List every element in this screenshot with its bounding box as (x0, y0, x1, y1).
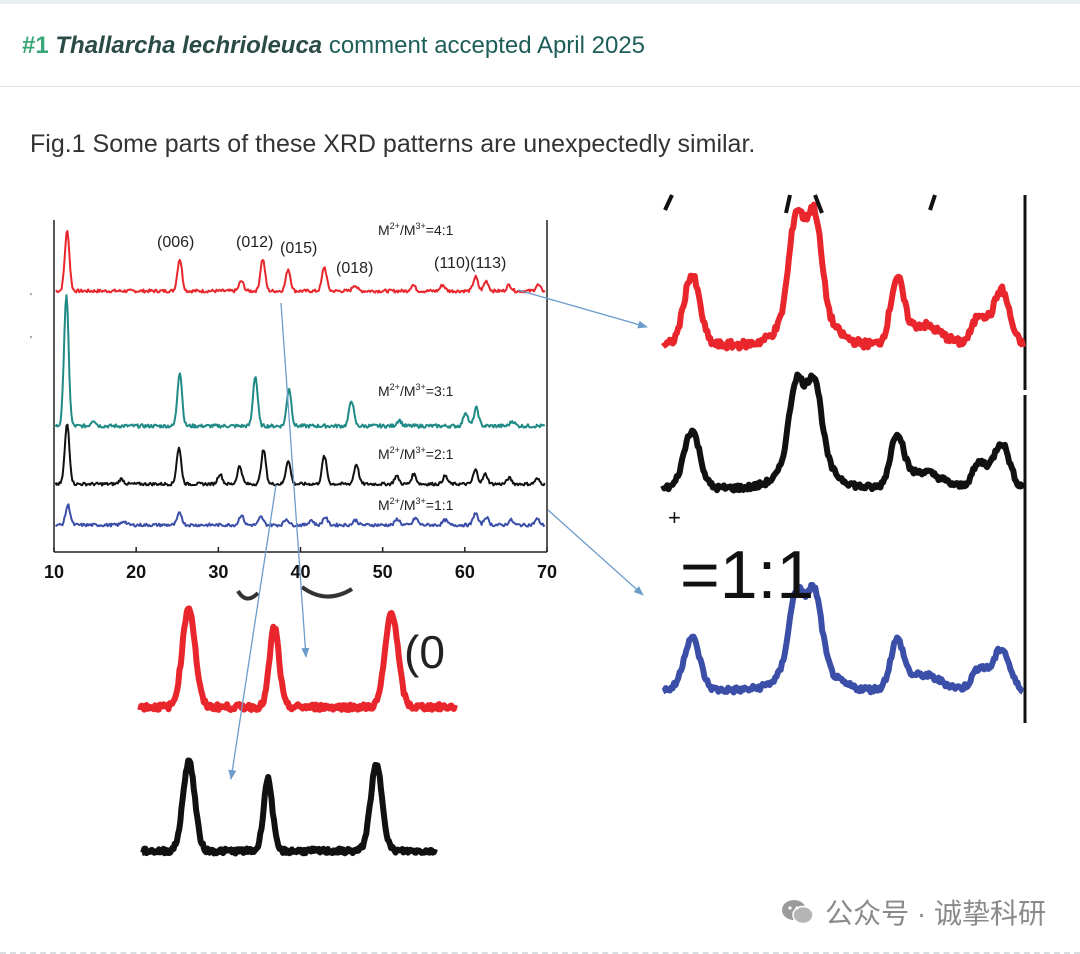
x-tick-label-50: 50 (373, 562, 393, 582)
zoom-right-trace-blue (661, 582, 1025, 696)
wechat-icon (782, 900, 814, 925)
bottom-rule (0, 952, 1080, 954)
figure-1: 10203040506070 (006) (012) (015) (018) (… (0, 185, 1080, 945)
comment-header: #1 Thallarcha lechrioleuca comment accep… (0, 4, 1080, 87)
left-edge-mark-1: ' (30, 292, 32, 303)
series-label-4-1: M2+/M3+=4:1 (378, 221, 454, 238)
zoom-right-trace-red (661, 201, 1026, 352)
zoom-bottom-trace-red (136, 605, 458, 713)
zoom-right-top-mark-2 (813, 194, 824, 214)
trace-2-3-4-1 (55, 230, 546, 294)
zoom-panel-right: ' ' + =1:1 (30, 194, 1027, 723)
left-edge-mark-2: ' (30, 335, 32, 346)
zoom-panel-bottom: (0 (136, 585, 458, 857)
watermark-text: 公众号 · 诚挚科研 (825, 898, 1046, 929)
zoom-right-top-mark-0 (663, 194, 674, 211)
peak-label-018: (018) (336, 260, 373, 277)
arrow-red-to-bottom (280, 302, 310, 658)
trace-2-3-2-1 (54, 423, 546, 487)
zoom-partial-label: (0 (404, 626, 445, 678)
xrd-figure-svg: 10203040506070 (006) (012) (015) (018) (… (30, 194, 1027, 857)
xrd-main-chart: 10203040506070 (006) (012) (015) (018) (… (44, 220, 557, 582)
x-tick-label-70: 70 (537, 562, 557, 582)
arrow-black-to-bottom (228, 484, 277, 780)
zoom-bottom-trace-black (140, 757, 438, 857)
comparison-arrows (228, 289, 648, 780)
zoom-right-trace-black (660, 371, 1026, 494)
trace-2-3-1-1 (54, 503, 546, 528)
comment-number: #1 (22, 32, 49, 59)
x-tick-label-30: 30 (208, 562, 228, 582)
series-label-1-1: M2+/M3+=1:1 (378, 496, 454, 513)
zoom-ratio-label: =1:1 (680, 537, 814, 613)
arrow-blue-to-right (547, 509, 644, 596)
watermark: 公众号 · 诚挚科研 (781, 892, 1046, 932)
x-tick-label-20: 20 (126, 562, 146, 582)
comment-title: #1 Thallarcha lechrioleuca comment accep… (22, 32, 645, 60)
arrow-red-to-right (517, 289, 648, 329)
figure-caption: Fig.1 Some parts of these XRD patterns a… (30, 130, 756, 158)
peak-label-006: (006) (157, 234, 194, 251)
zoom-plus-sign: + (668, 505, 681, 530)
top-rule (0, 0, 1080, 4)
comment-status: comment accepted April 2025 (328, 32, 646, 59)
zoom-right-top-mark-3 (928, 194, 937, 211)
zoom-right-top-mark-1 (784, 194, 792, 214)
zoom-bottom-fragment-1 (236, 589, 260, 601)
trace-2-3-3-1 (54, 294, 546, 429)
x-tick-label-60: 60 (455, 562, 475, 582)
x-tick-label-10: 10 (44, 562, 64, 582)
peak-label-012: (012) (236, 234, 273, 251)
series-label-2-1: M2+/M3+=2:1 (378, 445, 454, 462)
peak-label-110-113: (110)(113) (434, 255, 506, 272)
zoom-bottom-fragment-2 (300, 585, 354, 599)
species-name[interactable]: Thallarcha lechrioleuca (55, 32, 323, 59)
series-label-3-1: M2+/M3+=3:1 (378, 382, 454, 399)
peak-label-015: (015) (280, 240, 317, 257)
